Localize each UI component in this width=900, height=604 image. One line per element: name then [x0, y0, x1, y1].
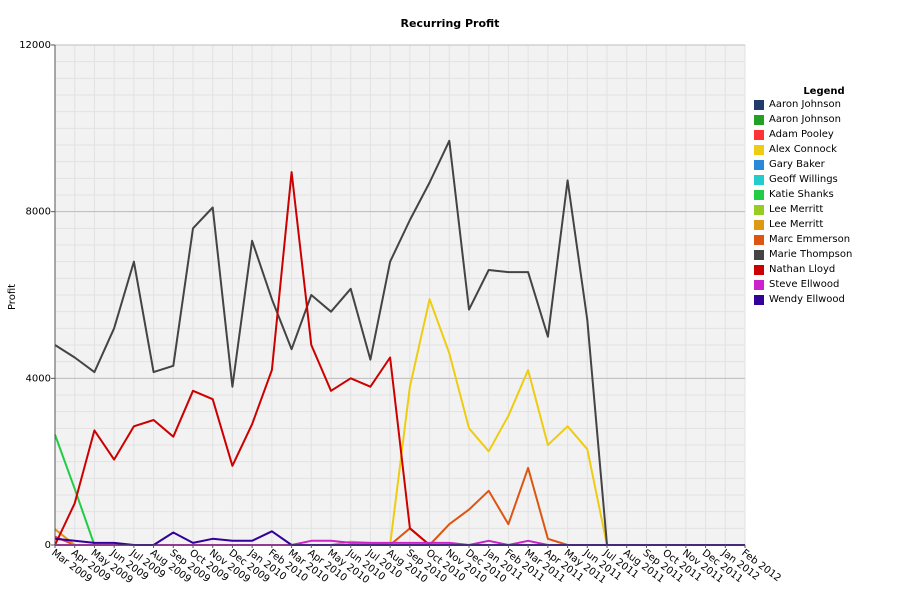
- legend-item: Nathan Lloyd: [754, 262, 894, 277]
- legend-label: Nathan Lloyd: [769, 264, 836, 275]
- legend-label: Lee Merritt: [769, 219, 824, 230]
- legend-label: Alex Connock: [769, 144, 837, 155]
- legend-swatch: [754, 189, 764, 200]
- y-tick-label: 0: [45, 540, 51, 551]
- legend-items: Aaron Johnson Aaron Johnson Adam Pooley Ale…: [754, 97, 894, 307]
- legend-item: Marc Emmerson: [754, 232, 894, 247]
- legend-item: Alex Connock: [754, 142, 894, 157]
- y-axis-label: Profit: [7, 284, 18, 310]
- legend-swatch: [754, 264, 764, 275]
- legend-title: Legend: [803, 86, 845, 97]
- minor-grid: [54, 44, 746, 546]
- legend-swatch: [754, 234, 764, 245]
- chart-title: Recurring Profit: [401, 17, 500, 30]
- legend-item: Steve Ellwood: [754, 277, 894, 292]
- legend-swatch: [754, 114, 764, 125]
- legend-item: Wendy Ellwood: [754, 292, 894, 307]
- legend-swatch: [754, 249, 764, 260]
- legend-item: Adam Pooley: [754, 127, 894, 142]
- legend-swatch: [754, 294, 764, 305]
- legend: Legend Aaron Johnson Aaron Johnson Adam Po…: [754, 86, 894, 307]
- legend-swatch: [754, 159, 764, 170]
- y-tick-label: 12000: [19, 40, 51, 51]
- legend-swatch: [754, 219, 764, 230]
- legend-label: Lee Merritt: [769, 204, 824, 215]
- legend-label: Adam Pooley: [769, 129, 834, 140]
- legend-item: Aaron Johnson: [754, 112, 894, 127]
- legend-swatch: [754, 279, 764, 290]
- legend-swatch: [754, 144, 764, 155]
- legend-item: Aaron Johnson: [754, 97, 894, 112]
- legend-item: Katie Shanks: [754, 187, 894, 202]
- y-tick-label: 8000: [26, 207, 51, 218]
- legend-label: Marie Thompson: [769, 249, 853, 260]
- legend-label: Geoff Willings: [769, 174, 838, 185]
- y-axis-ticks: 0 4000 8000 12000: [19, 40, 55, 551]
- legend-item: Lee Merritt: [754, 202, 894, 217]
- legend-label: Aaron Johnson: [769, 114, 841, 125]
- legend-item: Geoff Willings: [754, 172, 894, 187]
- legend-label: Steve Ellwood: [769, 279, 840, 290]
- legend-label: Marc Emmerson: [769, 234, 851, 245]
- y-tick-label: 4000: [26, 373, 51, 384]
- legend-item: Marie Thompson: [754, 247, 894, 262]
- legend-item: Gary Baker: [754, 157, 894, 172]
- legend-label: Gary Baker: [769, 159, 825, 170]
- legend-swatch: [754, 129, 764, 140]
- legend-label: Katie Shanks: [769, 189, 834, 200]
- legend-swatch: [754, 174, 764, 185]
- legend-swatch: [754, 99, 764, 110]
- legend-label: Aaron Johnson: [769, 99, 841, 110]
- legend-swatch: [754, 204, 764, 215]
- legend-label: Wendy Ellwood: [769, 294, 845, 305]
- legend-item: Lee Merritt: [754, 217, 894, 232]
